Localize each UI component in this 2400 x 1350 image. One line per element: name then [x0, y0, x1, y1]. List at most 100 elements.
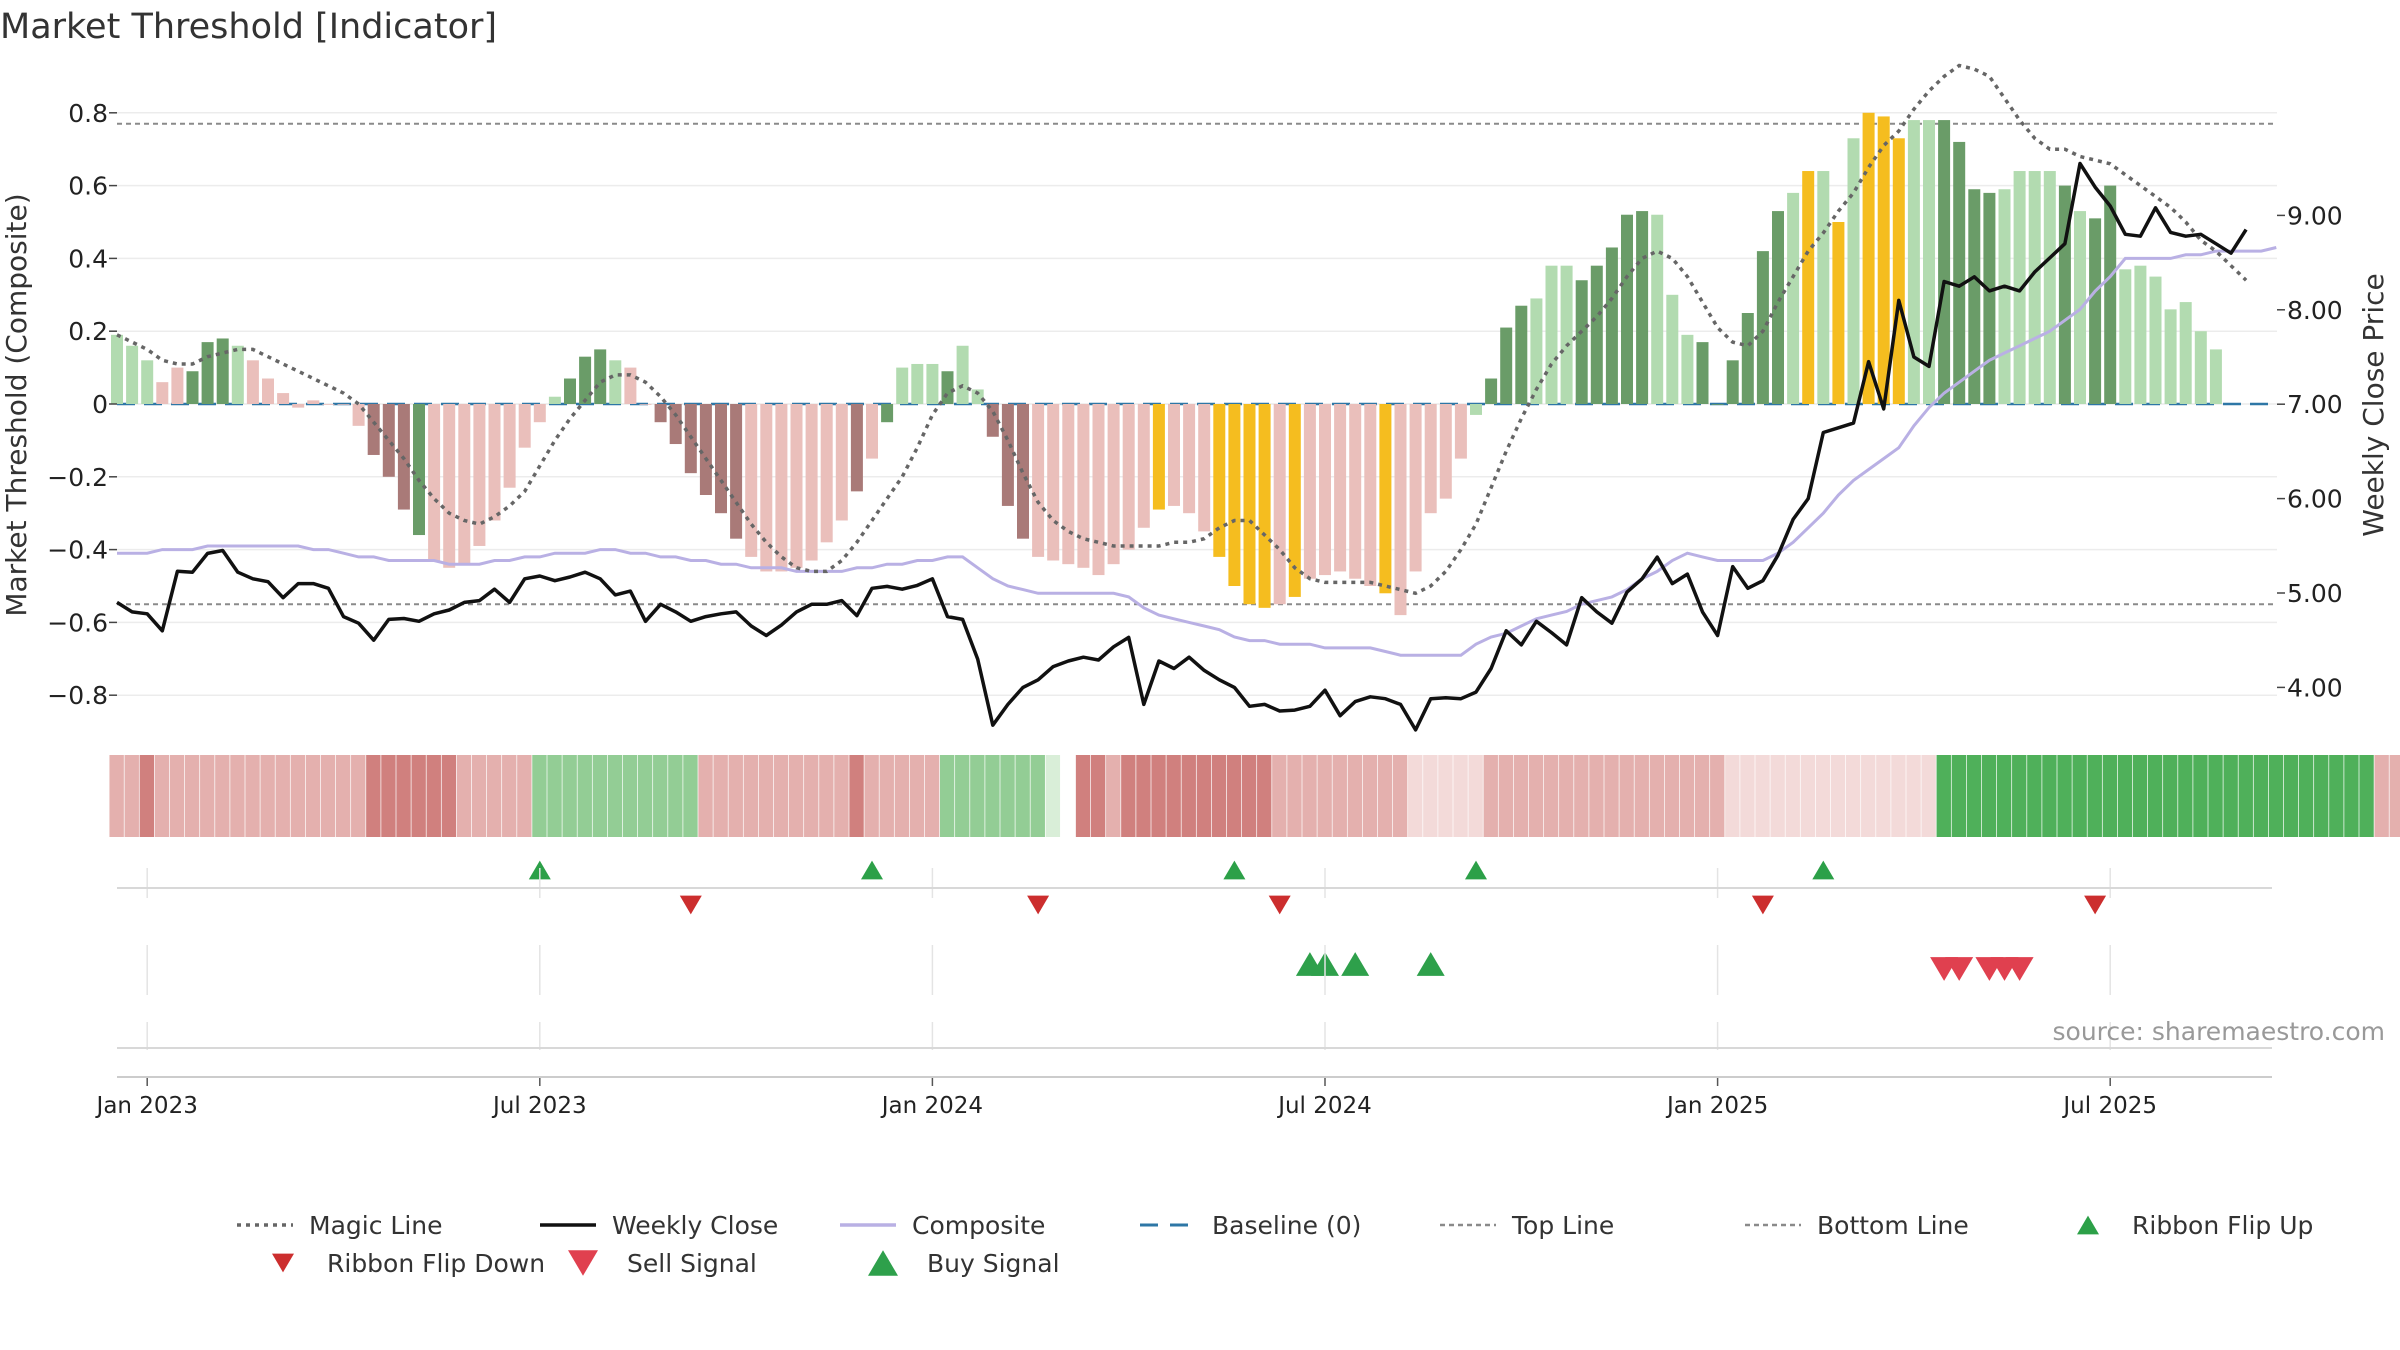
- legend-label: Ribbon Flip Up: [2132, 1211, 2313, 1240]
- composite-bar: [1696, 342, 1709, 404]
- composite-bar: [367, 404, 380, 455]
- composite-bar: [1726, 360, 1739, 404]
- composite-bar: [805, 404, 818, 561]
- ribbon-cell: [532, 755, 547, 837]
- ribbon-cell: [351, 755, 366, 837]
- buy-signal-marker: [1416, 952, 1445, 976]
- composite-bar: [896, 367, 909, 404]
- y-tick-label-right: 4.00: [2287, 673, 2343, 702]
- composite-bar: [624, 367, 637, 404]
- y-axis-right-label: Weekly Close Price: [2357, 273, 2390, 536]
- sell-signal-marker: [2005, 957, 2034, 981]
- ribbon-cell: [1438, 755, 1453, 837]
- ribbon-cell: [592, 755, 608, 837]
- legend-label: Magic Line: [309, 1211, 443, 1240]
- ribbon-cell: [1257, 755, 1272, 837]
- composite-bar: [1137, 404, 1150, 528]
- y-tick-label-right: 9.00: [2287, 201, 2343, 230]
- composite-bar: [730, 404, 743, 539]
- threshold-lines: [117, 122, 2277, 606]
- ribbon-cell: [758, 755, 774, 837]
- legend-item-bottom: Bottom Line: [1745, 1211, 1969, 1240]
- ribbon-cell: [1936, 755, 1951, 837]
- legend-item-close: Weekly Close: [540, 1211, 778, 1240]
- composite-bar: [564, 378, 576, 404]
- ribbon-cell: [1272, 755, 1287, 837]
- ribbon-cell: [1090, 755, 1106, 837]
- ribbon-cell: [1755, 755, 1770, 837]
- composite-bar: [609, 360, 622, 404]
- composite-bar: [1983, 192, 1996, 404]
- ribbon-cell: [200, 755, 215, 837]
- ribbon-cell: [1302, 755, 1317, 837]
- ribbon-flip-down-marker: [2084, 895, 2107, 915]
- ribbon-cell: [1861, 755, 1876, 837]
- composite-bars: [111, 112, 2222, 616]
- ribbon-cell: [2253, 755, 2269, 837]
- ribbon-cell: [1830, 755, 1846, 837]
- composite-bar: [1590, 265, 1603, 404]
- composite-bar: [881, 404, 894, 423]
- composite-bar: [1409, 404, 1422, 572]
- composite-bar: [171, 367, 184, 404]
- y-tick-label-left: −0.2: [47, 463, 108, 492]
- composite-bar: [594, 349, 607, 404]
- ribbon-cell: [607, 755, 623, 837]
- y-tick-label-right: 8.00: [2287, 296, 2343, 325]
- composite-bar: [699, 404, 712, 495]
- composite-bar: [1288, 404, 1301, 597]
- y-tick-label-right: 6.00: [2287, 485, 2343, 514]
- ribbon-cell: [2359, 755, 2374, 837]
- ribbon-cell: [1000, 755, 1015, 837]
- ribbon-flip-up-marker: [1223, 860, 1246, 880]
- composite-bar: [1092, 404, 1105, 576]
- composite-bar: [2179, 302, 2192, 404]
- composite-bar: [1772, 211, 1784, 404]
- ribbon-cell: [653, 755, 668, 837]
- composite-bar: [216, 338, 229, 404]
- ribbon-cell: [471, 755, 487, 837]
- composite-bar: [1107, 404, 1120, 565]
- ribbon-cell: [1287, 755, 1302, 837]
- ribbon-cell: [275, 755, 290, 837]
- ribbon-cell: [1151, 755, 1166, 837]
- ribbon-flip-up-marker: [861, 860, 883, 880]
- ribbon-cell: [1317, 755, 1332, 837]
- ribbon-cell: [502, 755, 517, 837]
- composite-bar: [835, 404, 848, 521]
- composite-bar: [1802, 171, 1815, 404]
- ribbon-cell: [184, 755, 200, 837]
- y-tick-label-left: 0: [92, 390, 108, 419]
- legend-label: Baseline (0): [1212, 1211, 1361, 1240]
- ribbon-cell: [2163, 755, 2178, 837]
- ribbon-cell: [1226, 755, 1242, 837]
- ribbon-cell: [728, 755, 743, 837]
- ribbon-cell: [154, 755, 170, 837]
- ribbon-cell: [1392, 755, 1408, 837]
- composite-bar: [956, 345, 969, 404]
- composite-bar: [1892, 138, 1905, 404]
- composite-bar: [926, 363, 939, 404]
- y-tick-label-left: −0.8: [47, 681, 108, 710]
- composite-bar: [337, 404, 350, 405]
- composite-bar: [1953, 141, 1966, 405]
- ribbon-cell: [215, 755, 230, 837]
- ribbon-cell: [426, 755, 441, 837]
- composite-bar: [533, 404, 546, 423]
- composite-bar: [760, 404, 773, 572]
- ribbon-cell: [2223, 755, 2238, 837]
- ribbon-cell: [1740, 755, 1755, 837]
- legend-item-top: Top Line: [1440, 1211, 1614, 1240]
- ribbon-cell: [1498, 755, 1514, 837]
- composite-bar: [518, 404, 531, 448]
- composite-bar: [126, 345, 139, 404]
- ribbon-cell: [2314, 755, 2329, 837]
- ribbon-flip-down-marker: [1027, 895, 1050, 915]
- composite-bar: [2043, 171, 2056, 404]
- ribbon-cell: [1362, 755, 1378, 837]
- composite-bar: [1001, 404, 1014, 506]
- x-tick-label: Jan 2025: [1665, 1093, 1768, 1119]
- composite-bar: [1998, 189, 2011, 404]
- ribbon-flip-panel: [528, 860, 2107, 915]
